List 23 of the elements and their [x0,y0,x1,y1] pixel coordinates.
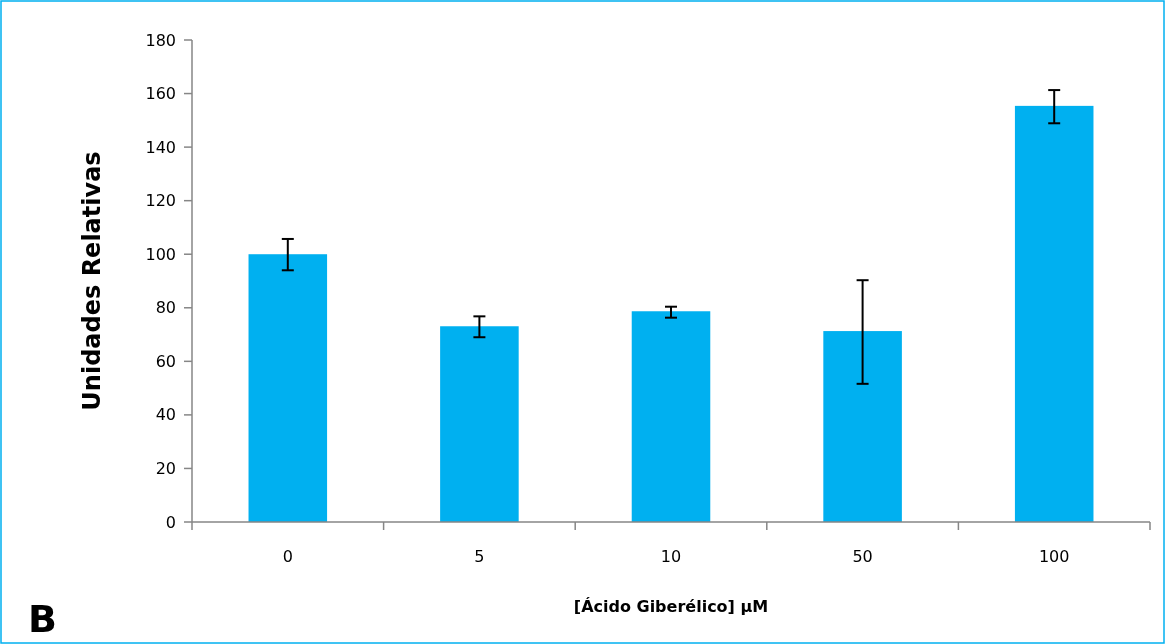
bar [823,331,902,522]
text: B [28,597,57,641]
y-tick-label: 0 [165,512,176,532]
bar [248,254,328,522]
y-tick-label: 140 [145,137,176,157]
y-tick-label: 20 [155,459,176,479]
bar [631,311,711,522]
x-tick-label: 10 [660,547,682,566]
y-tick-label: 160 [145,84,176,104]
y-tick-label: 40 [155,405,176,425]
bar [1014,105,1094,522]
y-tick-label: 80 [155,298,176,318]
x-tick-label: 5 [474,547,485,566]
y-tick-label: 180 [145,30,176,50]
x-tick-label: 50 [852,547,873,566]
x-tick-label: 0 [282,547,293,566]
x-tick-label: 100 [1038,547,1070,566]
y-axis-title: Unidades Relativas [78,151,106,411]
y-tick-label: 120 [145,191,176,211]
x-axis-title: [Ácido Giberélico] µM [573,597,769,616]
y-tick-label: 100 [145,244,176,264]
bar [440,326,519,522]
y-tick-label: 60 [155,351,176,371]
